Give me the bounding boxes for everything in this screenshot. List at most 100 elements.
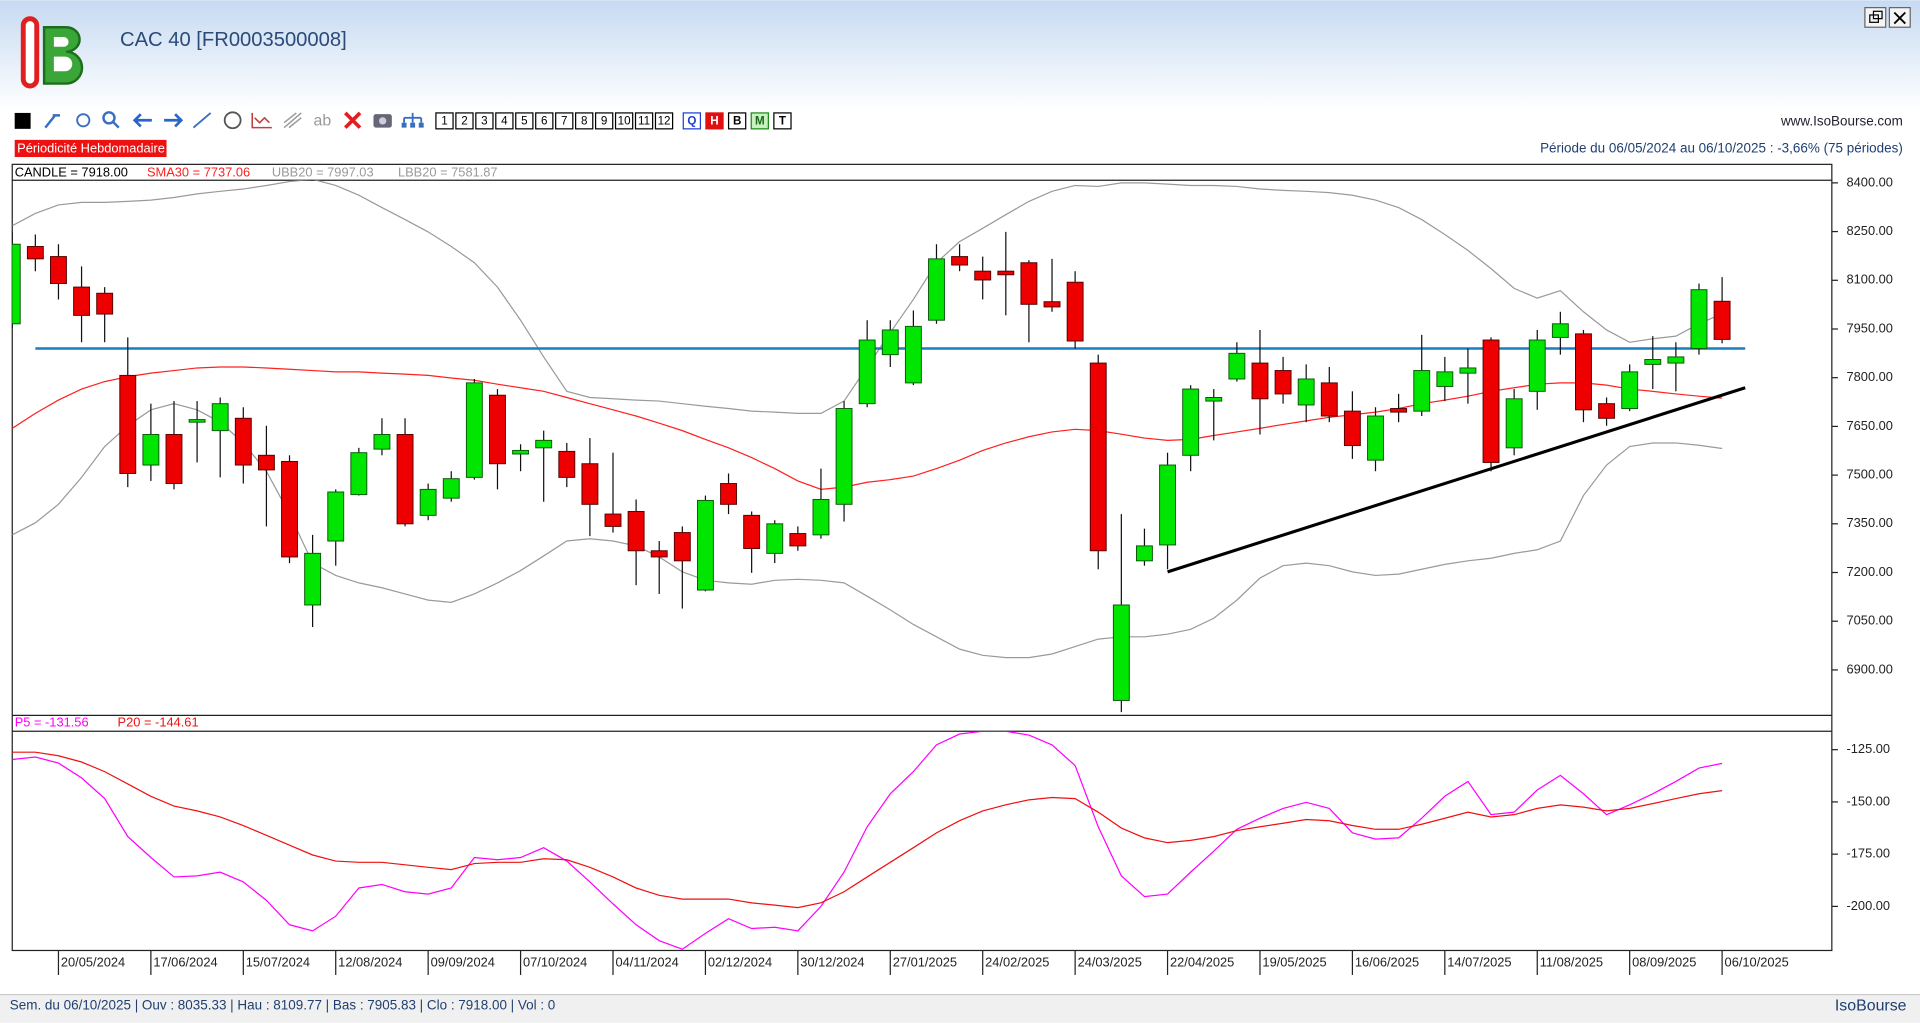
- indicator-tool[interactable]: [251, 112, 272, 129]
- candle-body: [1505, 398, 1523, 449]
- line-tool[interactable]: [192, 112, 212, 129]
- candle-body: [858, 339, 876, 405]
- period-button[interactable]: [515, 112, 534, 130]
- legend-entry: CANDLE = 7918.00: [15, 164, 128, 179]
- periodicity-button-label: H: [710, 115, 718, 128]
- window-buttons: [1864, 7, 1911, 28]
- candle-body: [1343, 410, 1361, 447]
- period-button[interactable]: [555, 112, 574, 130]
- candle-body: [974, 270, 992, 281]
- candle-body: [1182, 388, 1200, 456]
- x-tick-label: 02/12/2024: [708, 955, 772, 970]
- candle-body: [1367, 415, 1384, 461]
- period-button-label: 2: [461, 115, 467, 128]
- color-tool[interactable]: [14, 112, 31, 129]
- x-tick-label: 24/02/2025: [985, 955, 1049, 970]
- y-tick-label: 8400.00: [1847, 174, 1893, 189]
- candle-body: [812, 498, 830, 536]
- x-tick-label: 04/11/2024: [615, 955, 678, 970]
- tree-tool[interactable]: [403, 112, 423, 123]
- header-bg: [0, 0, 1920, 111]
- x-tick-label: 08/09/2025: [1632, 955, 1696, 970]
- period-button[interactable]: [594, 112, 614, 130]
- y-tick-label: 6900.00: [1847, 661, 1893, 676]
- period-button-label: 7: [561, 115, 567, 128]
- x-tick-label: 20/05/2024: [61, 955, 125, 970]
- y-tick-label: -150.00: [1847, 793, 1891, 808]
- candle-body: [1644, 359, 1662, 365]
- candle-body: [1598, 403, 1616, 419]
- zoom-tool[interactable]: [102, 111, 116, 125]
- line-series: [12, 751, 1723, 909]
- periodicity-button-label: T: [779, 115, 786, 128]
- target-tool[interactable]: [76, 113, 91, 128]
- candle-body: [1205, 397, 1223, 402]
- period-button[interactable]: [435, 112, 454, 130]
- line-series: [12, 366, 1723, 491]
- candle-body: [1089, 362, 1107, 552]
- candle-body: [257, 454, 275, 471]
- candle-body: [1320, 382, 1338, 417]
- website: www.IsoBourse.com: [1780, 114, 1903, 129]
- back-tool[interactable]: [132, 113, 152, 128]
- periodicity-button[interactable]: [682, 112, 702, 130]
- candle-body: [720, 483, 737, 505]
- candle-body: [951, 256, 969, 266]
- y-tick-label: -175.00: [1847, 846, 1891, 861]
- candle-body: [1690, 289, 1708, 349]
- candle-body: [581, 463, 599, 505]
- periodicity-button[interactable]: [750, 112, 769, 130]
- periodicity-button[interactable]: [727, 112, 747, 130]
- candle-body: [1159, 464, 1176, 546]
- periodicity-button[interactable]: [773, 112, 792, 130]
- candle-body: [26, 246, 44, 260]
- status-bar: [0, 994, 1920, 1023]
- periodicity-button[interactable]: [705, 112, 724, 130]
- forward-tool[interactable]: [164, 113, 184, 128]
- candle-body: [12, 243, 21, 325]
- y-tick-label: 7950.00: [1847, 320, 1893, 335]
- period-button-label: 8: [581, 115, 587, 128]
- period-button[interactable]: [614, 112, 634, 130]
- candle-body: [1390, 408, 1408, 413]
- x-tick-label: 09/09/2024: [431, 955, 495, 970]
- period-button[interactable]: [535, 112, 554, 130]
- periodicity-badge: [14, 139, 167, 158]
- y-tick-label: 7500.00: [1847, 466, 1893, 481]
- circle-tool[interactable]: [223, 111, 242, 130]
- period-button[interactable]: [575, 112, 594, 130]
- price-panel: 6900.00 7050.00 7200.00 7350.00 7500.00 7650.…: [12, 164, 1893, 975]
- period-button-label: 10: [618, 115, 631, 128]
- candle-body: [535, 439, 553, 449]
- x-tick-label: 17/06/2024: [153, 955, 217, 970]
- x-tick-label: 15/07/2024: [246, 955, 310, 970]
- x-tick-label: 27/01/2025: [893, 955, 957, 970]
- period-button-label: 5: [521, 115, 527, 128]
- candle-body: [304, 552, 322, 606]
- period-button[interactable]: [475, 112, 494, 130]
- text-tool[interactable]: ab: [313, 113, 331, 130]
- y-tick-label: 7050.00: [1847, 613, 1893, 628]
- pen-tool[interactable]: [44, 114, 60, 129]
- period-button[interactable]: [495, 112, 514, 130]
- candle-body: [928, 258, 945, 321]
- candle-body: [604, 513, 622, 527]
- periodicity: Périodicité Hebdomadaire: [17, 140, 165, 155]
- period-button-label: 12: [658, 115, 671, 128]
- candle-body: [234, 417, 252, 466]
- period-button[interactable]: [634, 112, 654, 130]
- y-tick-label: 7650.00: [1847, 418, 1893, 433]
- y-tick-label: 7200.00: [1847, 564, 1893, 579]
- x-tick-label: 07/10/2024: [523, 955, 587, 970]
- candle-body: [465, 382, 483, 478]
- candle-body: [1297, 378, 1315, 406]
- candle-body: [650, 550, 668, 558]
- y-tick-label: -200.00: [1847, 898, 1891, 913]
- period-button[interactable]: [455, 112, 474, 130]
- period-button[interactable]: [654, 112, 674, 130]
- fan-tool[interactable]: [283, 112, 302, 129]
- candle-body: [1482, 339, 1500, 463]
- candle-body: [1135, 545, 1153, 562]
- delete-tool[interactable]: [344, 111, 362, 129]
